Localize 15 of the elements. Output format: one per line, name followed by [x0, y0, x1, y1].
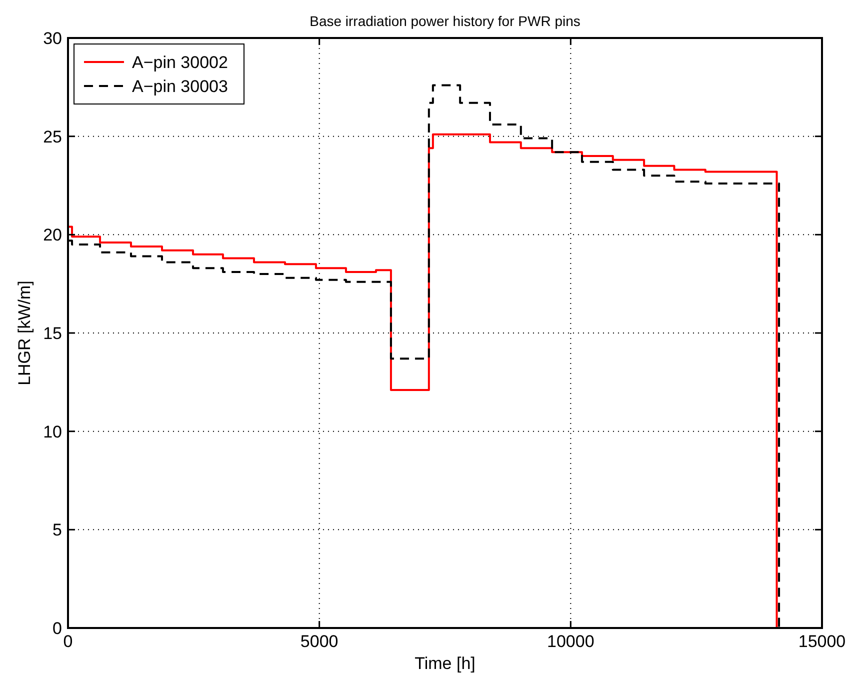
x-axis-title: Time [h]	[414, 654, 476, 673]
y-axis-title: LHGR [kW/m]	[15, 280, 34, 386]
x-tick-label: 5000	[300, 632, 338, 651]
chart-title: Base irradiation power history for PWR pins	[310, 13, 580, 29]
y-tick-label: 20	[43, 226, 62, 245]
legend-label: A−pin 30002	[132, 53, 228, 72]
y-tick-label: 15	[43, 324, 62, 343]
y-tick-label: 10	[43, 422, 62, 442]
y-tick-label: 0	[52, 619, 62, 638]
legend-label: A−pin 30003	[132, 77, 228, 96]
y-tick-label: 25	[43, 127, 62, 146]
y-tick-label: 30	[43, 29, 62, 48]
x-tick-label: 10000	[547, 632, 594, 651]
x-tick-label: 15000	[798, 632, 846, 651]
y-tick-label: 5	[52, 520, 62, 540]
